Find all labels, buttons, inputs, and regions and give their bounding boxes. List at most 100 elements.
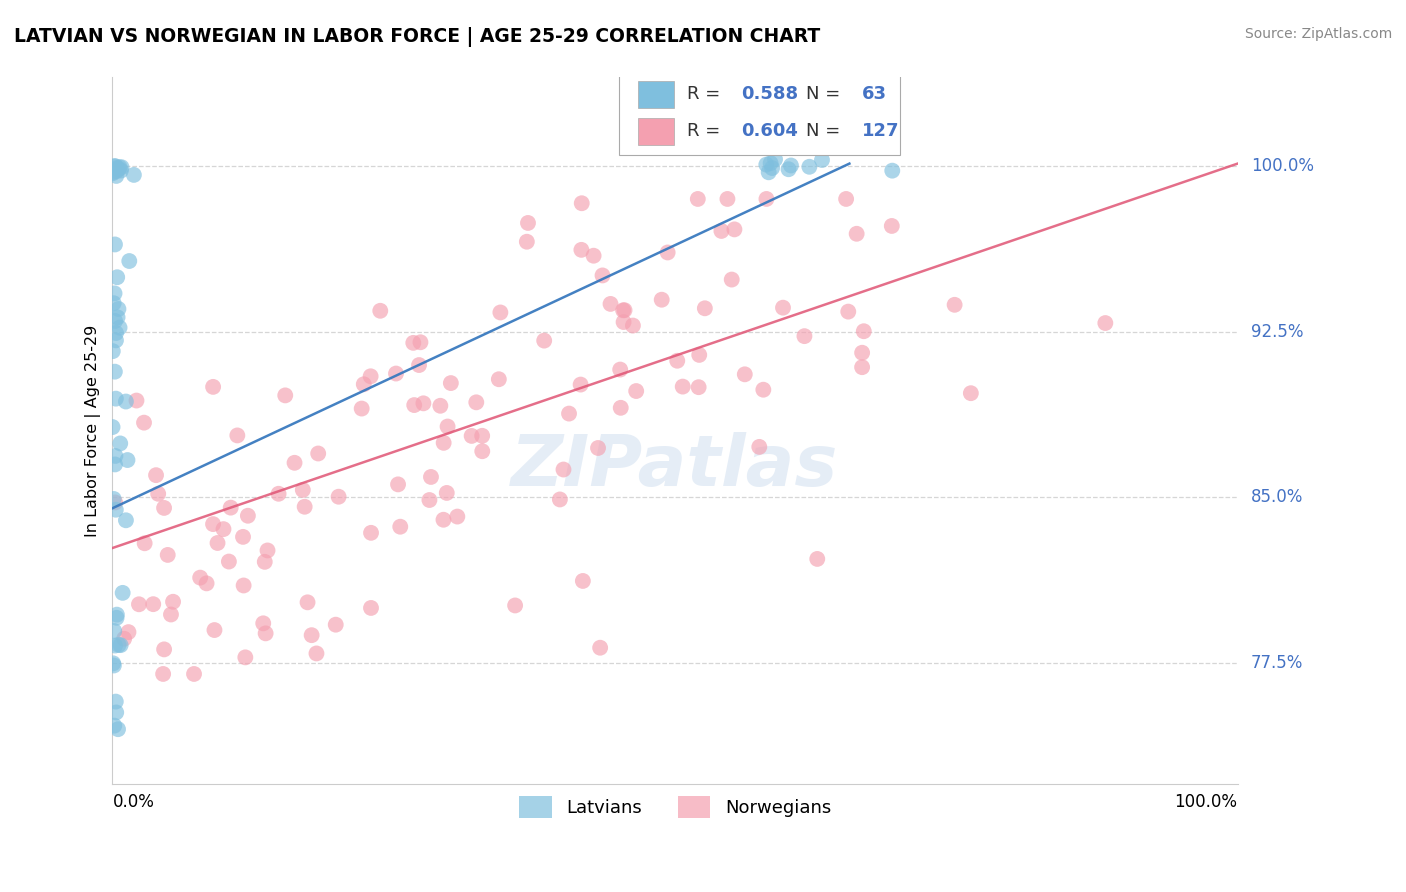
Point: [188, 571, 211, 585]
Point: [360, 369, 382, 384]
Point: [471, 444, 494, 458]
Point: [851, 345, 873, 359]
Point: [553, 462, 575, 476]
Point: [104, 314, 127, 328]
Text: LATVIAN VS NORWEGIAN IN LABOR FORCE | AGE 25-29 CORRELATION CHART: LATVIAN VS NORWEGIAN IN LABOR FORCE | AG…: [14, 27, 820, 46]
Point: [571, 196, 593, 211]
Point: [145, 468, 167, 483]
Point: [104, 495, 127, 509]
FancyBboxPatch shape: [619, 70, 900, 155]
Point: [592, 268, 614, 283]
Point: [108, 161, 131, 176]
Point: [558, 407, 581, 421]
Point: [723, 222, 745, 236]
Point: [103, 491, 125, 506]
Point: [160, 607, 183, 622]
Point: [207, 536, 229, 550]
Point: [852, 324, 875, 338]
Point: [115, 394, 138, 409]
Point: [236, 508, 259, 523]
Point: [533, 334, 555, 348]
Text: N =: N =: [806, 85, 845, 103]
Point: [350, 401, 373, 416]
Point: [516, 235, 538, 249]
Point: [108, 161, 131, 175]
Text: 63: 63: [862, 85, 887, 103]
Point: [108, 320, 131, 334]
Point: [105, 326, 128, 340]
Point: [202, 380, 225, 394]
Point: [267, 487, 290, 501]
Point: [387, 477, 409, 491]
Point: [104, 458, 127, 472]
Point: [117, 625, 139, 640]
Point: [360, 525, 382, 540]
Point: [104, 237, 127, 252]
Point: [720, 272, 742, 286]
Y-axis label: In Labor Force | Age 25-29: In Labor Force | Age 25-29: [86, 325, 101, 537]
Point: [943, 298, 966, 312]
Point: [283, 456, 305, 470]
Point: [412, 396, 434, 410]
Point: [117, 453, 139, 467]
Point: [748, 440, 770, 454]
Point: [666, 353, 689, 368]
Point: [195, 576, 218, 591]
Point: [153, 500, 176, 515]
Text: 85.0%: 85.0%: [1251, 488, 1303, 507]
Point: [571, 243, 593, 257]
Point: [763, 153, 786, 167]
Point: [651, 293, 673, 307]
Point: [759, 156, 782, 170]
Point: [162, 595, 184, 609]
Point: [105, 611, 128, 625]
Point: [471, 429, 494, 443]
Point: [153, 642, 176, 657]
Point: [274, 388, 297, 402]
Point: [436, 419, 458, 434]
Point: [572, 574, 595, 588]
Point: [156, 548, 179, 562]
Point: [569, 377, 592, 392]
Point: [752, 383, 775, 397]
FancyBboxPatch shape: [638, 119, 673, 145]
Point: [104, 639, 127, 653]
Point: [112, 632, 135, 646]
Point: [811, 153, 834, 167]
Text: 77.5%: 77.5%: [1251, 654, 1303, 672]
Point: [218, 555, 240, 569]
Point: [778, 162, 800, 177]
Text: Source: ZipAtlas.com: Source: ZipAtlas.com: [1244, 27, 1392, 41]
Point: [612, 303, 634, 318]
Point: [104, 502, 127, 516]
Point: [672, 379, 695, 393]
Point: [256, 543, 278, 558]
Point: [105, 164, 128, 178]
Point: [420, 470, 443, 484]
Point: [409, 335, 432, 350]
Point: [107, 310, 129, 325]
Point: [440, 376, 463, 390]
Point: [183, 667, 205, 681]
Point: [460, 429, 482, 443]
Point: [688, 380, 710, 394]
Point: [202, 517, 225, 532]
Point: [305, 647, 328, 661]
Point: [402, 335, 425, 350]
Point: [446, 509, 468, 524]
Text: R =: R =: [688, 122, 727, 140]
Point: [232, 530, 254, 544]
FancyBboxPatch shape: [638, 81, 673, 108]
Point: [232, 578, 254, 592]
Point: [404, 398, 426, 412]
Point: [110, 160, 132, 174]
Point: [758, 165, 780, 179]
Point: [101, 420, 124, 434]
Point: [101, 165, 124, 179]
Point: [734, 368, 756, 382]
Point: [1094, 316, 1116, 330]
Point: [128, 597, 150, 611]
Point: [880, 219, 903, 233]
Point: [204, 623, 226, 637]
Point: [307, 446, 329, 460]
